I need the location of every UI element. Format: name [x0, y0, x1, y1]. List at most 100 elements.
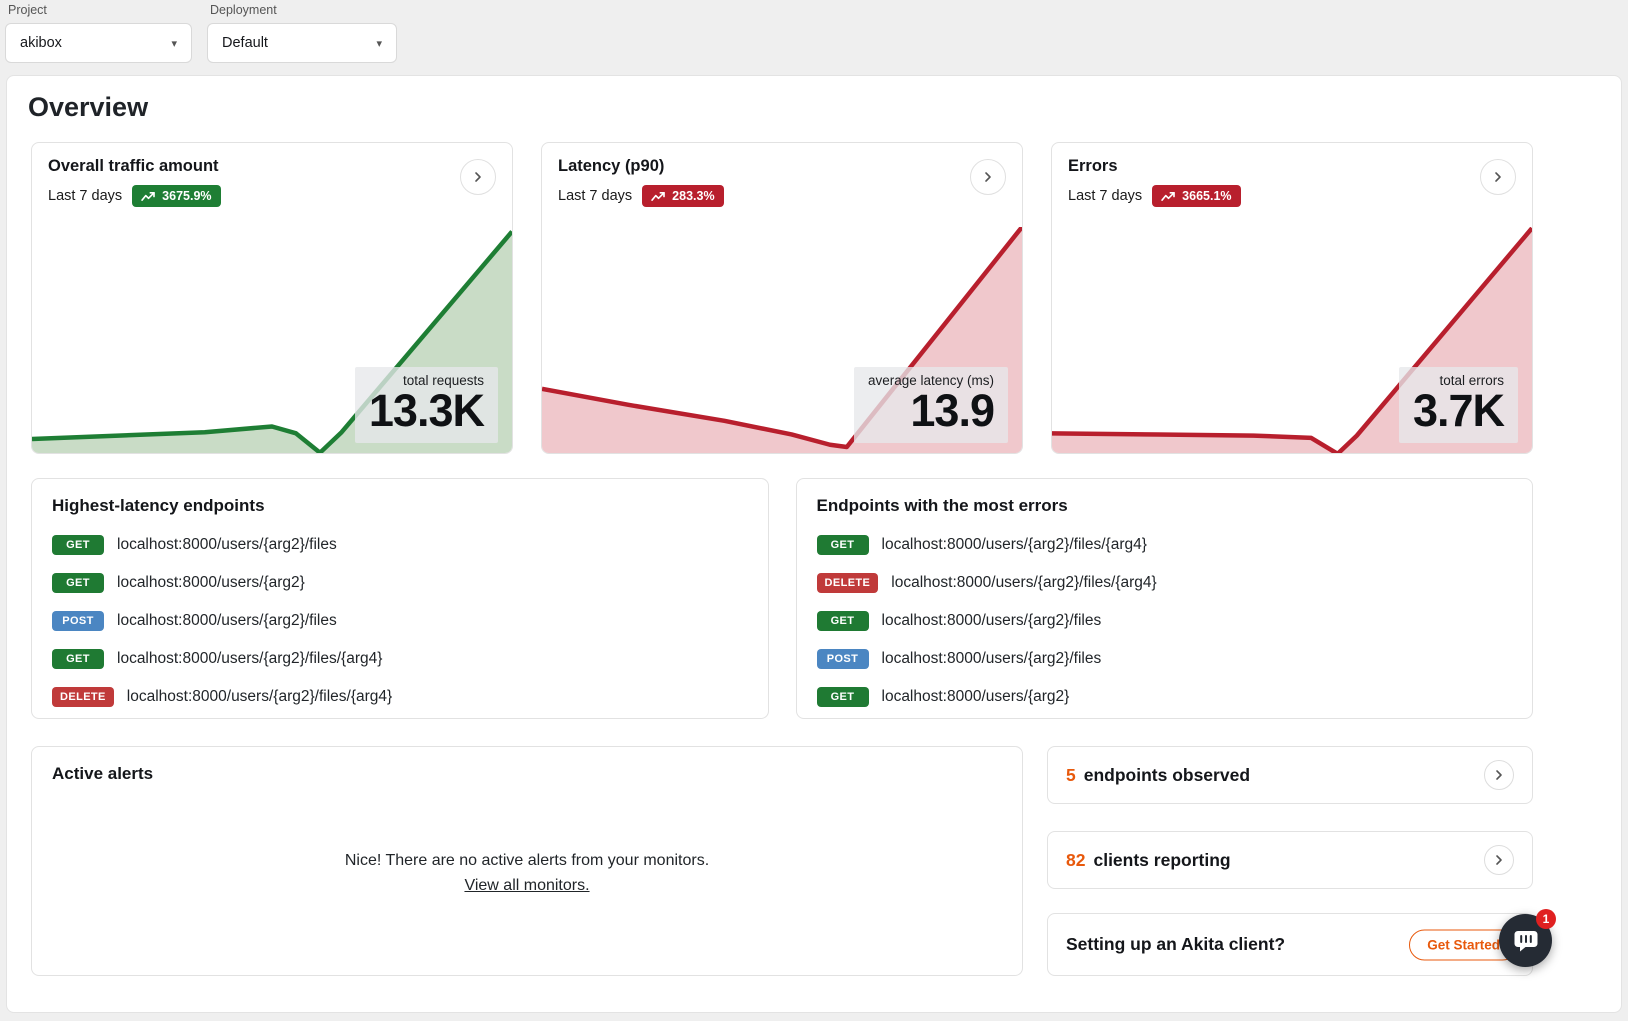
method-badge: GET	[816, 686, 869, 707]
deployment-filter-label: Deployment	[210, 3, 277, 17]
clients-count: 82	[1066, 849, 1086, 870]
metric-box: average latency (ms) 13.9	[853, 367, 1008, 443]
chevron-right-icon	[475, 172, 481, 182]
metric-box: total requests 13.3K	[354, 367, 498, 443]
period-label: Last 7 days	[48, 188, 123, 204]
errors-details-button[interactable]	[1480, 159, 1516, 195]
metric-label: total errors	[1439, 373, 1504, 389]
endpoints-row: Highest-latency endpoints GET localhost:…	[31, 478, 1533, 719]
metric-label: average latency (ms)	[867, 373, 994, 389]
trend-badge: 3675.9%	[132, 185, 221, 207]
highest-latency-panel: Highest-latency endpoints GET localhost:…	[31, 478, 769, 719]
metric-value: 13.3K	[368, 385, 485, 437]
method-badge: DELETE	[52, 686, 114, 707]
period-label: Last 7 days	[1068, 188, 1143, 204]
endpoints-observed-card[interactable]: 5 endpoints observed	[1047, 746, 1533, 804]
endpoint-path: localhost:8000/users/{arg2}/files	[117, 611, 337, 629]
card-subtitle: Last 7 days 3665.1%	[1068, 185, 1241, 207]
trend-up-icon	[141, 191, 155, 201]
method-badge: GET	[52, 572, 104, 593]
method-badge: GET	[52, 648, 104, 669]
errors-card: Errors Last 7 days 3665.1% total errors …	[1051, 142, 1533, 454]
panel-title: Highest-latency endpoints	[52, 496, 265, 515]
method-badge: POST	[52, 610, 104, 631]
endpoint-path: localhost:8000/users/{arg2}/files/{arg4}	[117, 649, 383, 667]
card-subtitle: Last 7 days 283.3%	[558, 185, 724, 207]
endpoint-path: localhost:8000/users/{arg2}/files	[881, 611, 1102, 629]
latency-card: Latency (p90) Last 7 days 283.3% average…	[541, 142, 1023, 454]
metric-value: 13.9	[910, 385, 995, 437]
method-badge: POST	[816, 648, 869, 669]
trend-badge: 3665.1%	[1152, 185, 1241, 207]
endpoint-row[interactable]: GET localhost:8000/users/{arg2}/files/{a…	[52, 647, 748, 670]
alerts-message: Nice! There are no active alerts from yo…	[344, 852, 710, 869]
trend-value: 283.3%	[672, 189, 715, 203]
endpoint-row[interactable]: DELETE localhost:8000/users/{arg2}/files…	[816, 571, 1513, 594]
endpoint-path: localhost:8000/users/{arg2}/files/{arg4}	[126, 687, 393, 705]
endpoint-row[interactable]: DELETE localhost:8000/users/{arg2}/files…	[52, 685, 748, 708]
metric-box: total errors 3.7K	[1398, 367, 1518, 443]
page-title: Overview	[28, 92, 149, 122]
endpoint-path: localhost:8000/users/{arg2}/files/{arg4}	[881, 535, 1147, 553]
traffic-details-button[interactable]	[460, 159, 496, 195]
chevron-right-icon	[1496, 855, 1502, 865]
endpoint-row[interactable]: GET localhost:8000/users/{arg2}/files/{a…	[816, 533, 1513, 556]
period-label: Last 7 days	[558, 188, 633, 204]
chevron-right-button[interactable]	[1484, 845, 1514, 875]
chevron-down-icon: ▾	[376, 37, 382, 50]
method-badge: GET	[52, 534, 104, 555]
project-dropdown-value: akibox	[20, 35, 62, 51]
card-subtitle: Last 7 days 3675.9%	[48, 185, 221, 207]
latency-details-button[interactable]	[970, 159, 1006, 195]
chevron-right-icon	[1495, 172, 1501, 182]
endpoint-row[interactable]: GET localhost:8000/users/{arg2}/files	[816, 609, 1513, 632]
active-alerts-panel: Active alerts Nice! There are no active …	[31, 746, 1023, 976]
view-all-monitors-link[interactable]: View all monitors.	[464, 877, 590, 894]
panel-title: Endpoints with the most errors	[816, 496, 1068, 515]
setup-card: Setting up an Akita client? Get Started	[1047, 913, 1533, 976]
endpoints-count: 5	[1066, 764, 1076, 785]
chevron-right-button[interactable]	[1484, 760, 1514, 790]
trend-badge: 283.3%	[642, 185, 724, 207]
endpoint-path: localhost:8000/users/{arg2}	[881, 687, 1070, 705]
metric-value: 3.7K	[1412, 385, 1505, 437]
setup-question: Setting up an Akita client?	[1066, 934, 1286, 954]
chevron-right-icon	[1496, 770, 1502, 780]
card-title: Latency (p90)	[558, 157, 665, 175]
project-filter-label: Project	[8, 3, 47, 17]
deployment-dropdown[interactable]: Default ▾	[207, 23, 397, 63]
clients-reporting-card[interactable]: 82 clients reporting	[1047, 831, 1533, 889]
chevron-right-icon	[985, 172, 991, 182]
endpoint-row[interactable]: GET localhost:8000/users/{arg2}/files	[52, 533, 748, 556]
trend-value: 3675.9%	[162, 189, 212, 203]
endpoint-path: localhost:8000/users/{arg2}/files	[881, 649, 1102, 667]
chat-icon	[1514, 930, 1537, 951]
endpoint-path: localhost:8000/users/{arg2}/files/{arg4}	[891, 573, 1157, 591]
endpoint-row[interactable]: POST localhost:8000/users/{arg2}/files	[52, 609, 748, 632]
chevron-down-icon: ▾	[171, 37, 177, 50]
stat-cards-row: Overall traffic amount Last 7 days 3675.…	[31, 142, 1533, 454]
endpoint-row[interactable]: POST localhost:8000/users/{arg2}/files	[816, 647, 1513, 670]
project-filter: Project akibox ▾	[5, 3, 192, 63]
endpoint-path: localhost:8000/users/{arg2}	[117, 573, 305, 591]
endpoints-label: endpoints observed	[1083, 764, 1251, 785]
method-badge: DELETE	[816, 572, 879, 593]
project-dropdown[interactable]: akibox ▾	[5, 23, 192, 63]
method-badge: GET	[816, 534, 869, 555]
metric-label: total requests	[402, 373, 484, 389]
trend-value: 3665.1%	[1182, 189, 1232, 203]
most-errors-panel: Endpoints with the most errors GET local…	[795, 478, 1533, 719]
clients-label: clients reporting	[1093, 849, 1231, 870]
chat-launcher[interactable]: 1	[1499, 909, 1556, 967]
chat-unread-badge: 1	[1536, 909, 1556, 929]
alerts-empty-state: Nice! There are no active alerts from yo…	[32, 852, 1022, 895]
endpoint-row[interactable]: GET localhost:8000/users/{arg2}	[52, 571, 748, 594]
card-title: Errors	[1068, 157, 1118, 175]
endpoint-row[interactable]: GET localhost:8000/users/{arg2}	[816, 685, 1513, 708]
traffic-card: Overall traffic amount Last 7 days 3675.…	[31, 142, 513, 454]
deployment-dropdown-value: Default	[222, 35, 268, 51]
overview-panel: Overview Overall traffic amount Last 7 d…	[6, 75, 1622, 1013]
panel-title: Active alerts	[52, 764, 154, 783]
endpoint-path: localhost:8000/users/{arg2}/files	[117, 535, 337, 553]
